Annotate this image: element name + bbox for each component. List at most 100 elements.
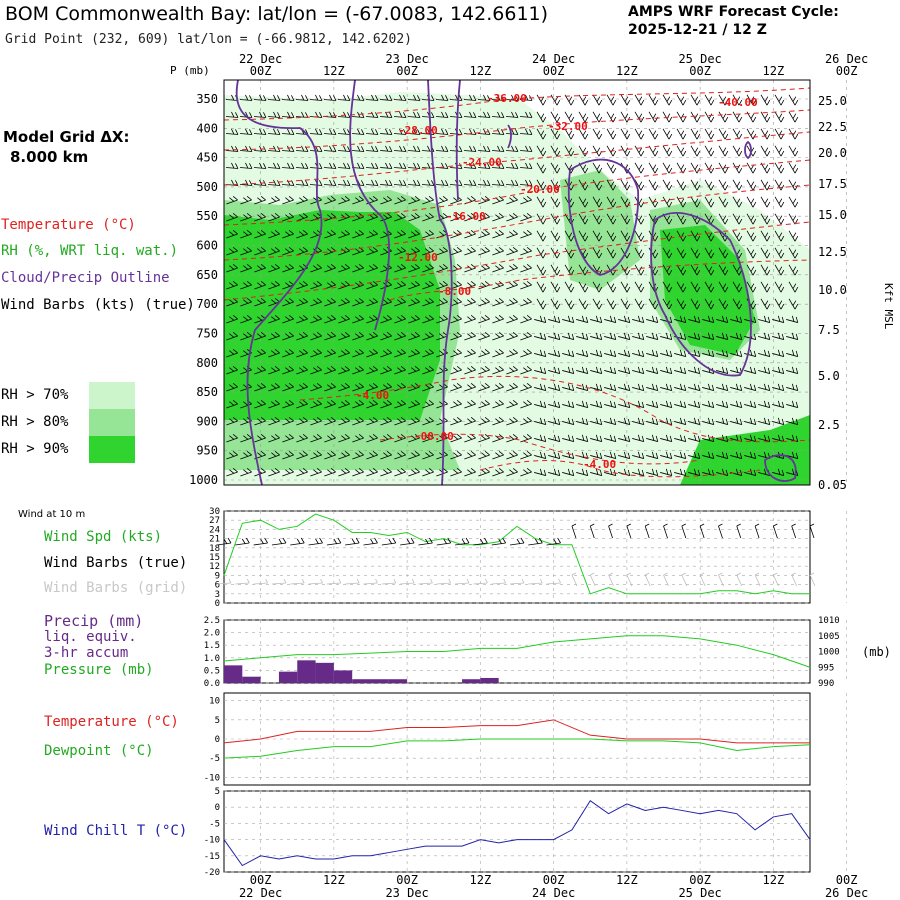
wind-barb-glyph [267,128,281,135]
wind-barb-glyph [254,263,266,273]
wind-barb-glyph [534,315,547,323]
wind-barb-glyph [239,128,253,135]
wind-barb-glyph [520,467,532,477]
rh-key-70-swatch [89,382,135,409]
wind-barb-glyph [267,162,281,169]
wind-barb-glyph [534,417,547,425]
wind-barb-glyph [662,247,673,259]
wind-barb-glyph [758,349,771,357]
wind-barb-glyph [492,297,504,307]
wind-barb-glyph [296,331,308,341]
wind-barb-glyph [478,229,490,239]
model-grid-label: Model Grid ΔX: [3,128,130,146]
forecast-cycle-value: 2025-12-21 / 12 Z [628,22,767,38]
top-time-label: 00Z [689,64,711,78]
pressure-tick-label: 700 [196,297,218,311]
wind-barb-true [216,537,232,546]
wind-barb-true [571,523,577,539]
tick-label: 24 [209,525,220,535]
wind-barb-glyph [562,332,575,340]
wind-barb-glyph [394,399,406,409]
wind-barb-grid [754,572,761,587]
wind-barb-true [308,537,323,546]
wind-barb-glyph [338,399,350,409]
wind-barb-glyph [590,451,603,459]
wind-barb-glyph [534,349,547,357]
wind-barb-glyph [254,365,266,375]
wind-barb-glyph [478,348,490,358]
wind-barb-glyph [730,451,743,459]
wind-barb-glyph [338,365,350,375]
wind-barb-glyph [746,281,757,293]
wind-barb-glyph [337,94,351,101]
wind-barb-glyph [718,145,729,157]
wind-barb-glyph [506,314,518,324]
wind-barb-glyph [477,111,491,118]
wind-barb-true [663,523,668,539]
wind-barb-true [290,537,305,546]
wind-barb-grid [509,578,525,585]
wind-barb-glyph [716,383,729,391]
wind-barb-glyph [240,212,252,222]
wind-barb-glyph [772,468,785,476]
wind-barb-glyph [268,433,280,443]
wind-barb-glyph [534,451,547,459]
wind-barb-glyph [520,433,532,443]
wind-barb-glyph [676,179,687,191]
wind-barb-glyph [352,331,364,341]
wind-barb-glyph [366,382,378,392]
wind-barb-glyph [550,196,561,208]
top-time-label: 00Z [250,64,272,78]
wind-barb-glyph [704,111,715,123]
wind-barb-glyph [564,145,575,157]
wind-barb-glyph [436,246,448,256]
pressure-tick-label: 550 [196,209,218,223]
precip-bar [352,679,371,683]
wind-barb-glyph [366,263,378,273]
wind-barb-glyph [718,162,729,174]
wind-barb-true [589,523,595,539]
wind-barb-glyph [536,196,547,208]
wind-barb-grid [528,578,543,585]
wind-barb-glyph [718,128,729,140]
wind-barb-glyph [282,246,294,256]
wind-barb-glyph [618,383,631,391]
wind-barb-glyph [702,417,715,425]
wind-barb-glyph [760,128,771,140]
wind-barb-glyph [732,213,743,225]
wind-barb-glyph [450,331,462,341]
wind-barb-glyph [634,162,645,174]
wind-barb-glyph [366,314,378,324]
wind-barb-glyph [366,297,378,307]
top-time-label: 12Z [616,64,638,78]
tick-label: 27 [209,516,220,526]
wind-barb-glyph [324,229,336,239]
wind-barb-glyph [534,468,547,476]
wind-barb-glyph [676,281,687,293]
wind-barb-glyph [380,212,392,222]
wind-barb-glyph [380,348,392,358]
wind-barb-glyph [324,212,336,222]
wind-barb-glyph [506,433,518,443]
wind-barb-glyph [422,382,434,392]
wind-barb-glyph [632,400,645,408]
wind-barb-glyph [394,212,406,222]
wind-barb-glyph [690,298,701,310]
wind-barb-glyph [296,314,308,324]
wind-barb-glyph [674,451,687,459]
precip-bar [315,662,334,683]
wind-barb-glyph [296,348,308,358]
wind-barb-grid [718,572,724,587]
temp-label-6: -20.00 [520,183,560,196]
wind-barb-true [455,537,470,546]
wind-barb-glyph [716,349,729,357]
pressure-tick-label: 450 [196,151,218,165]
temp-contour-2 [223,109,811,151]
wind-barb-glyph [310,348,322,358]
cloud-outline-3 [427,79,453,486]
pressure-tick-label-right: 990 [818,679,834,689]
wind-barb-glyph [477,145,491,152]
wind-barb-glyph [606,213,617,225]
top-time-label: 00Z [396,64,418,78]
wind-barb-glyph [576,366,589,374]
